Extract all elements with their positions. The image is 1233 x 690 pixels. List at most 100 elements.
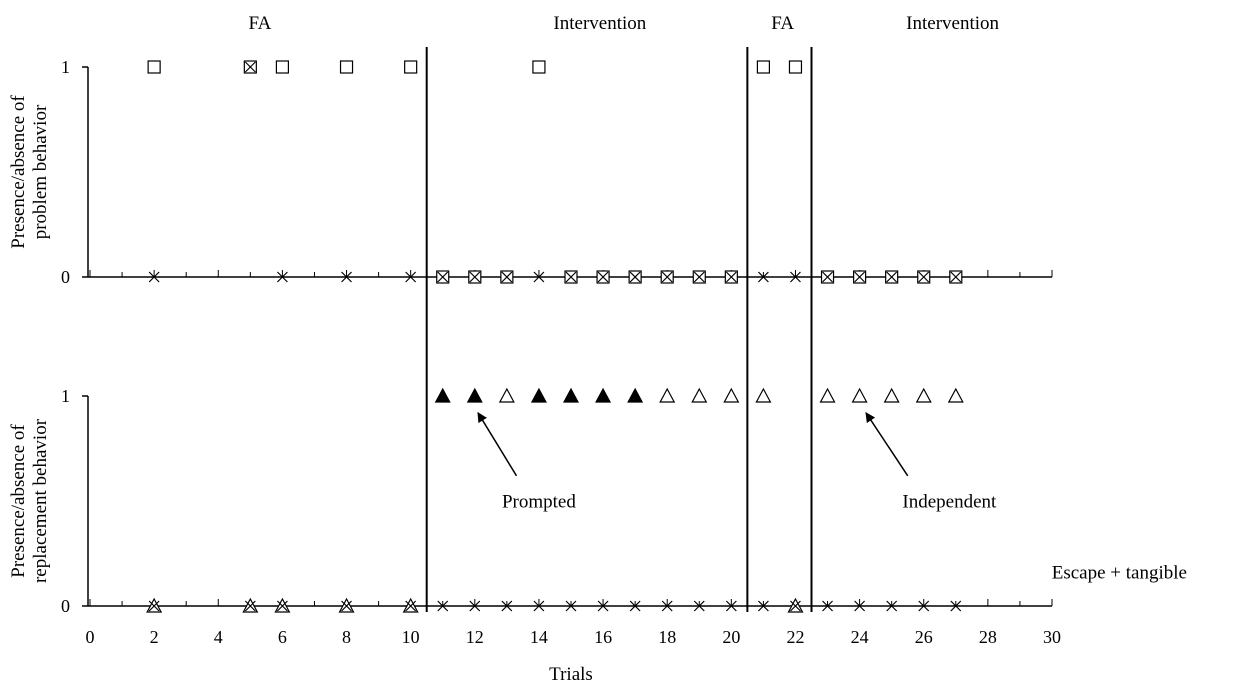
marker-square-problem xyxy=(147,60,161,74)
marker-x-replacement xyxy=(341,600,352,612)
marker-square-problem xyxy=(275,60,289,74)
marker-x-problem xyxy=(405,271,417,283)
marker-x-problem xyxy=(757,271,769,283)
marker-triangle-filled-replacement xyxy=(595,387,612,403)
marker-x-replacement xyxy=(629,600,641,612)
marker-triangle-open-replacement xyxy=(723,387,740,403)
marker-triangle-filled-replacement xyxy=(434,387,451,403)
marker-x-problem xyxy=(501,271,513,283)
panel-problem: 0 1 Presence/absence of problem behavior xyxy=(8,57,1053,287)
marker-x-problem xyxy=(854,271,866,283)
marker-x-problem xyxy=(469,271,481,283)
x-tick-label: 20 xyxy=(722,627,740,647)
marker-x-replacement xyxy=(693,600,705,612)
marker-square-problem xyxy=(339,60,354,74)
x-tick-label: 26 xyxy=(915,627,933,647)
marker-x-replacement xyxy=(597,600,609,612)
marker-x-replacement xyxy=(501,600,513,612)
marker-x-problem xyxy=(918,271,930,283)
marker-square-problem xyxy=(756,60,771,74)
y-tick-label-problem: 0 xyxy=(61,267,70,287)
marker-x-problem xyxy=(565,271,577,283)
x-tick-label: 18 xyxy=(658,627,676,647)
marker-x-replacement xyxy=(148,600,160,612)
phase-label: Intervention xyxy=(553,13,646,34)
marker-x-replacement xyxy=(950,600,962,612)
marker-x-replacement xyxy=(405,600,417,612)
y-axis-title-problem: problem behavior xyxy=(30,104,51,239)
x-tick-label: 14 xyxy=(530,627,548,647)
marker-x-problem xyxy=(950,271,962,283)
marker-triangle-filled-replacement xyxy=(530,387,547,403)
x-tick-label: 28 xyxy=(979,627,997,647)
annotation-label: Prompted xyxy=(502,491,576,512)
marker-x-replacement xyxy=(276,600,288,612)
marker-x-replacement xyxy=(437,600,449,612)
x-tick-label: 8 xyxy=(342,627,351,647)
x-axis-title: Trials xyxy=(549,664,593,685)
y-tick-label-problem: 1 xyxy=(61,57,70,77)
x-tick-label: 4 xyxy=(214,627,223,647)
marker-triangle-open-replacement xyxy=(819,387,836,403)
panel-replacement: 0 1 Presence/absence of replacement behavio… xyxy=(8,386,1053,616)
x-tick-label: 6 xyxy=(278,627,287,647)
annotation-label: Escape + tangible xyxy=(1052,563,1187,584)
marker-x-replacement xyxy=(886,600,898,612)
annotation-label: Independent xyxy=(902,491,997,512)
marker-x-replacement xyxy=(661,600,673,612)
marker-square-problem xyxy=(788,60,803,74)
marker-x-problem xyxy=(790,271,801,283)
y-axis-title-replacement: Presence/absence of xyxy=(8,424,29,578)
phase-label: Intervention xyxy=(906,13,999,34)
x-tick-label: 10 xyxy=(402,627,420,647)
x-tick-label: 24 xyxy=(851,627,869,647)
marker-x-replacement xyxy=(533,600,545,612)
annotation-arrow xyxy=(865,411,909,477)
marker-triangle-open-replacement xyxy=(691,387,708,403)
x-tick-label: 30 xyxy=(1043,627,1061,647)
marker-triangle-open-replacement xyxy=(755,387,772,403)
phase-label: FA xyxy=(771,13,794,34)
marker-x-replacement xyxy=(757,600,769,612)
phase-label: FA xyxy=(249,13,272,34)
marker-x-problem xyxy=(597,271,609,283)
marker-x-replacement xyxy=(822,600,833,612)
marker-x-problem xyxy=(276,271,288,283)
marker-triangle-open-replacement xyxy=(915,387,932,403)
y-axis-title-replacement: replacement behavior xyxy=(30,418,51,583)
marker-x-replacement xyxy=(565,600,577,612)
x-tick-label: 16 xyxy=(594,627,612,647)
annotation-arrow xyxy=(477,411,518,477)
marker-x-problem xyxy=(437,271,449,283)
x-tick-label: 12 xyxy=(466,627,484,647)
marker-triangle-filled-replacement xyxy=(627,387,644,403)
y-axis-title-problem: Presence/absence of xyxy=(8,95,29,249)
marker-x-problem xyxy=(661,271,673,283)
marker-triangle-filled-replacement xyxy=(466,387,483,403)
y-tick-label-replacement: 0 xyxy=(61,596,70,616)
marker-x-replacement xyxy=(854,600,866,612)
marker-x-replacement xyxy=(918,600,930,612)
marker-x-replacement xyxy=(469,600,481,612)
x-tick-label: 2 xyxy=(150,627,159,647)
marker-x-problem xyxy=(533,271,545,283)
marker-x-problem xyxy=(725,271,737,283)
marker-x-problem xyxy=(341,271,352,283)
marker-triangle-open-replacement xyxy=(498,387,515,403)
marker-x-problem xyxy=(693,271,705,283)
marker-x-replacement xyxy=(790,600,801,612)
y-tick-label-replacement: 1 xyxy=(61,386,70,406)
marker-x-problem xyxy=(886,271,898,283)
marker-x-problem xyxy=(244,61,256,73)
marker-x-problem xyxy=(822,271,833,283)
x-tick-label: 22 xyxy=(786,627,804,647)
marker-triangle-open-replacement xyxy=(883,387,900,403)
marker-x-problem xyxy=(629,271,641,283)
marker-triangle-open-replacement xyxy=(659,387,676,403)
marker-square-problem xyxy=(532,60,546,74)
marker-x-replacement xyxy=(725,600,737,612)
marker-triangle-open-replacement xyxy=(851,387,868,403)
marker-triangle-open-replacement xyxy=(947,387,964,403)
